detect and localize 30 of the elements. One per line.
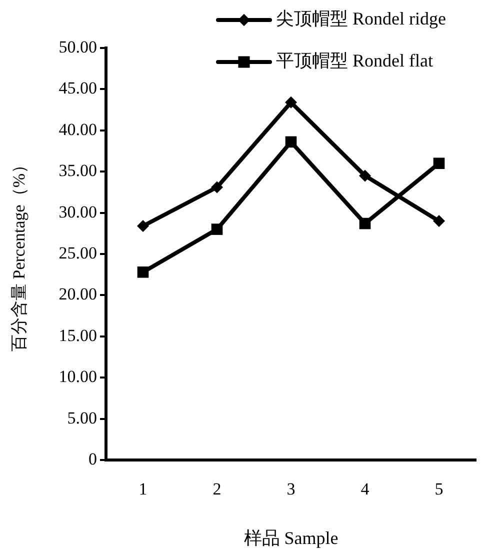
point xyxy=(285,136,297,148)
y-tick-label: 5.00 xyxy=(67,408,97,428)
y-tick-label: 50.00 xyxy=(58,37,97,56)
y-tick-label: 40.00 xyxy=(58,120,97,139)
point xyxy=(137,220,149,232)
y-tick-label: 20.00 xyxy=(58,284,97,304)
legend-label: 平顶帽型 Rondel flat xyxy=(276,50,433,71)
x-tick-label: 1 xyxy=(138,480,148,499)
point xyxy=(137,266,149,278)
y-tick-label: 0 xyxy=(88,449,97,468)
y-tick-label: 10.00 xyxy=(58,367,97,386)
y-tick-label: 15.00 xyxy=(58,326,97,345)
y-tick-label: 45.00 xyxy=(58,78,97,98)
x-axis-title: 样品 Sample xyxy=(244,528,338,548)
x-tick-label: 3 xyxy=(286,480,296,499)
point xyxy=(285,96,297,108)
point xyxy=(359,170,371,182)
point xyxy=(433,215,445,228)
point xyxy=(211,181,223,194)
point xyxy=(211,224,223,235)
x-tick-label: 5 xyxy=(434,480,444,499)
legend-label: 尖顶帽型 Rondel ridge xyxy=(276,8,446,29)
y-axis-title: 百分含量 Percentage（%） xyxy=(10,156,29,352)
point xyxy=(359,218,371,230)
y-tick-label: 30.00 xyxy=(58,202,97,222)
y-tick-label: 25.00 xyxy=(58,243,97,262)
x-tick-label: 4 xyxy=(360,480,370,499)
y-tick-label: 35.00 xyxy=(58,161,97,180)
point xyxy=(433,158,445,170)
x-tick-label: 2 xyxy=(212,480,222,499)
